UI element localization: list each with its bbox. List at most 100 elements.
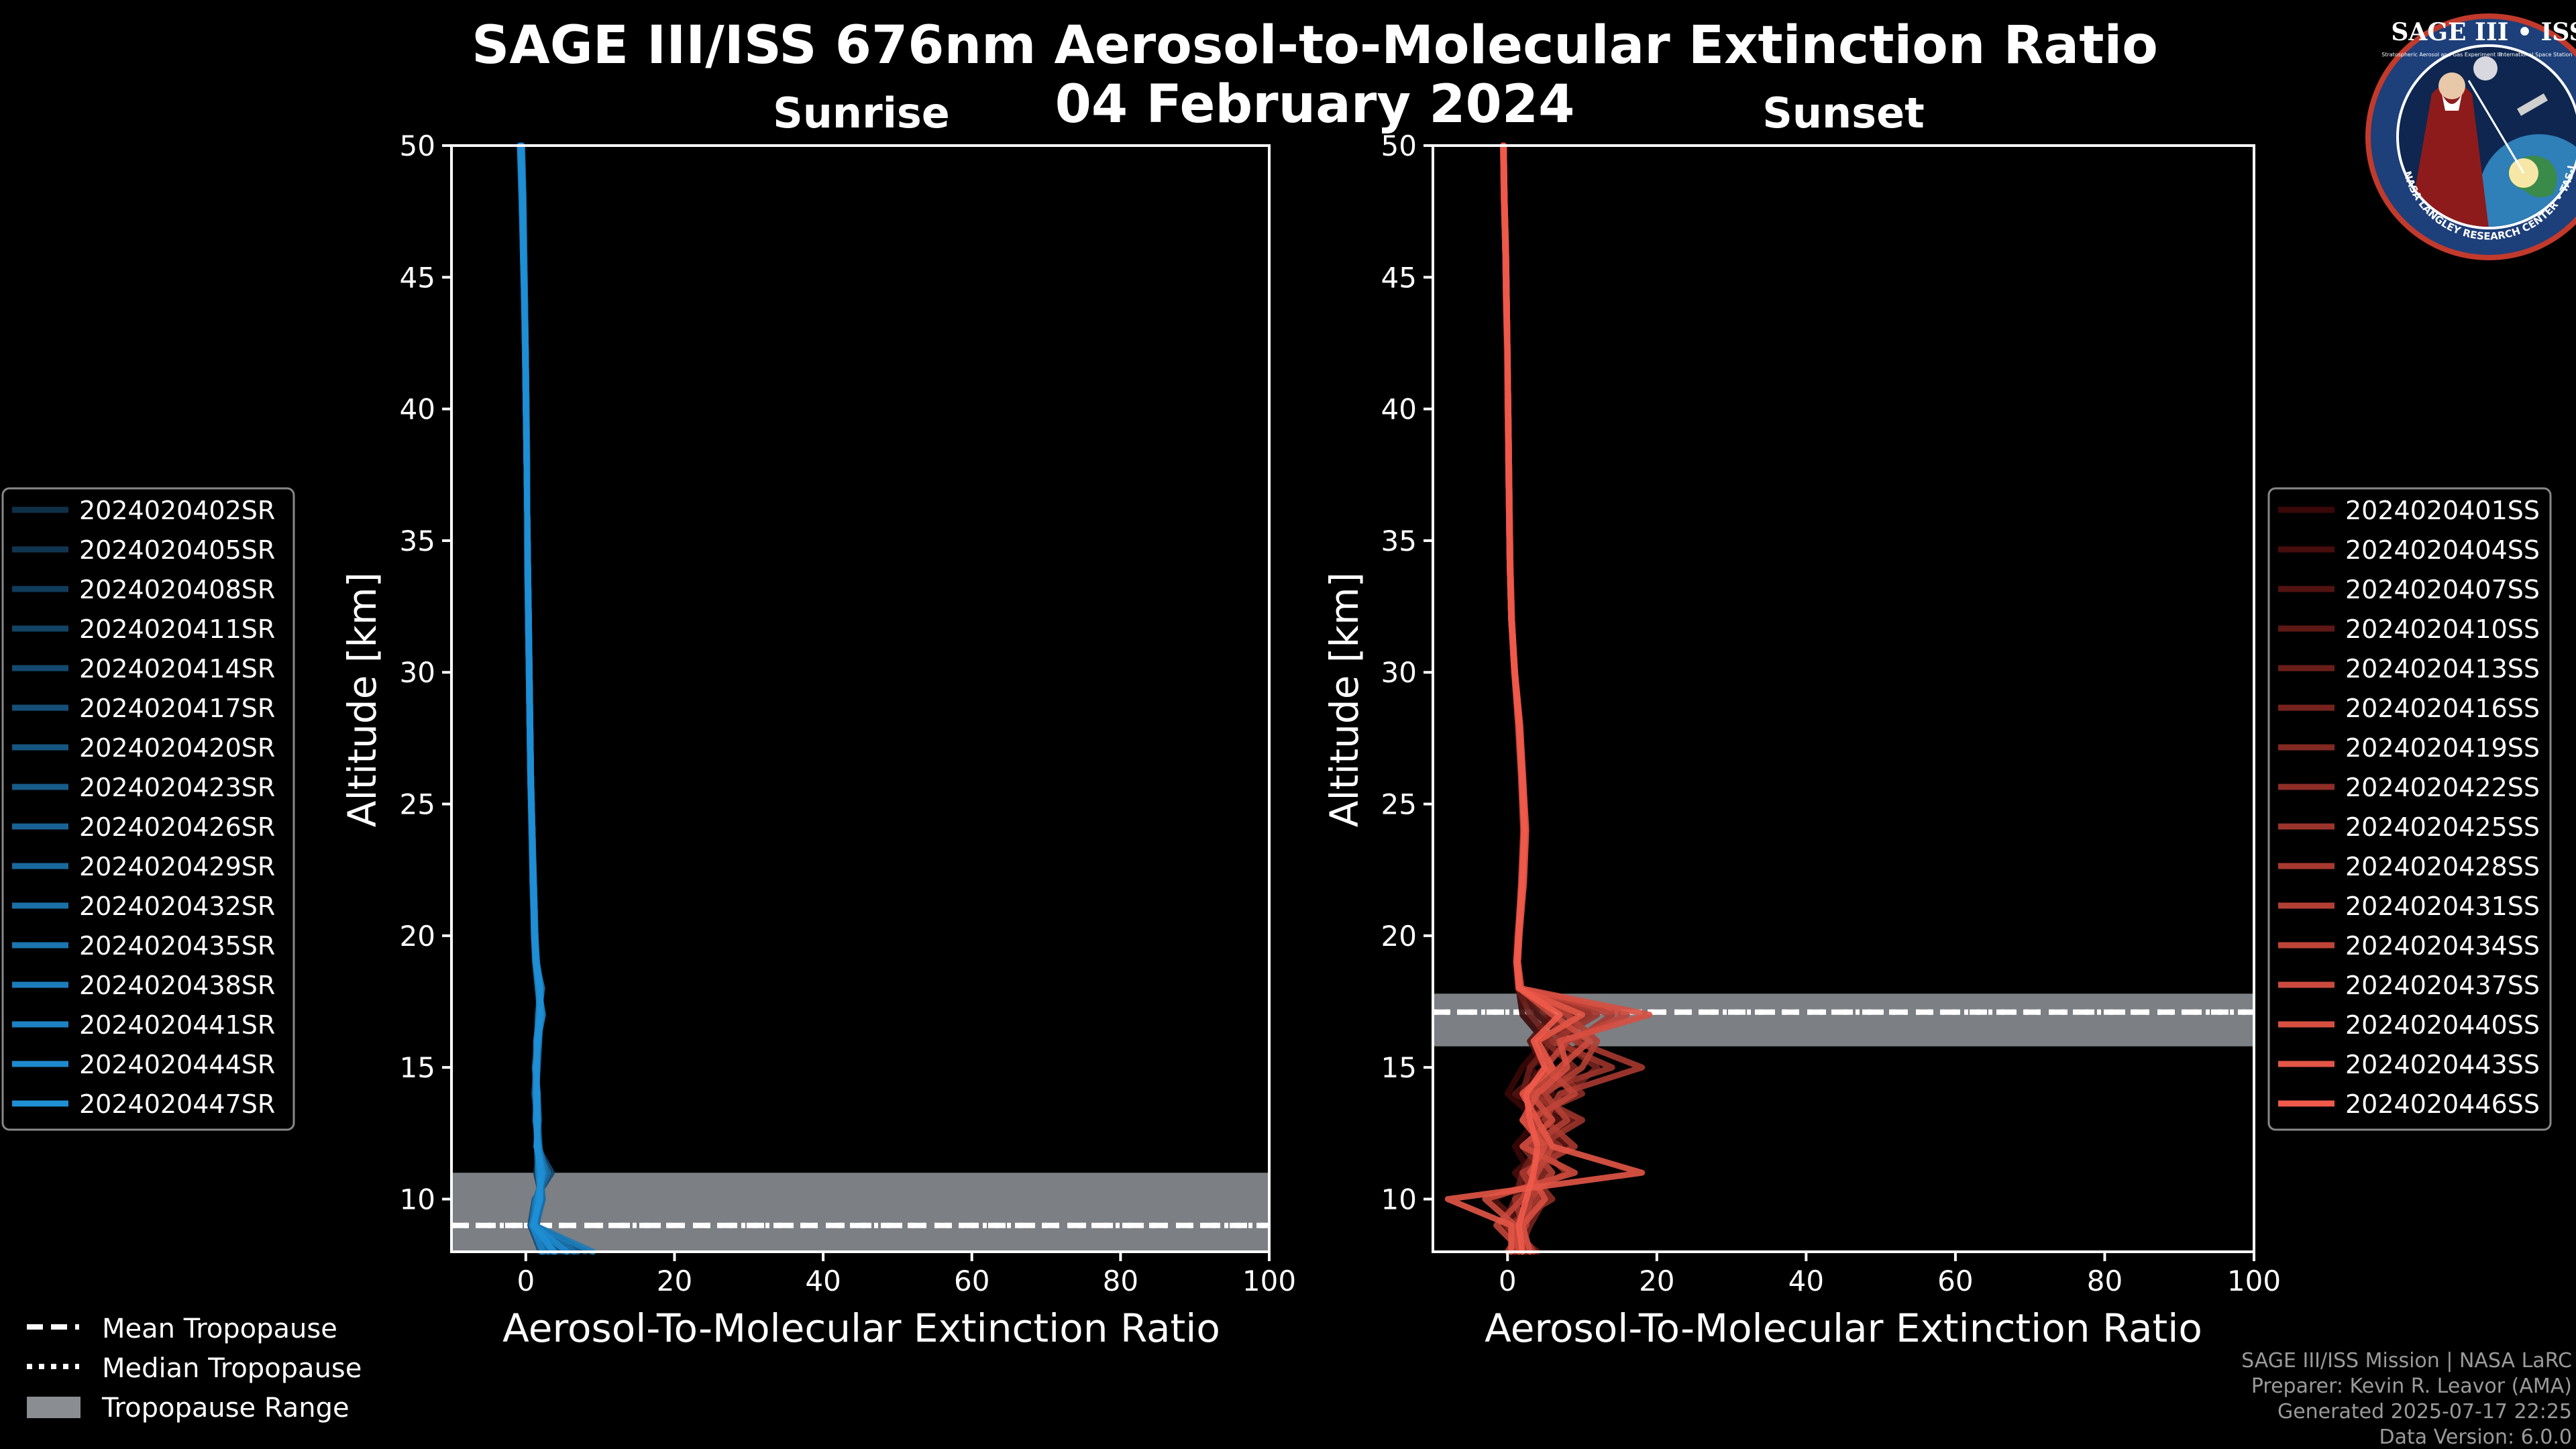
sunrise-y-tick-label: 20: [400, 920, 435, 953]
sunrise-legend-label: 2024020414SR: [79, 654, 275, 684]
sunrise-x-tick-label: 60: [954, 1265, 989, 1297]
sunrise-legend-label: 2024020429SR: [79, 852, 275, 881]
sunrise-series-2024020447SR: [518, 142, 557, 1255]
figure-date: 04 February 2024: [1055, 74, 1575, 135]
sunset-series-group: [1444, 142, 1653, 1255]
credit-line-4: Data Version: 6.0.0: [2379, 1426, 2572, 1449]
sunset-legend-label: 2024020425SS: [2345, 812, 2540, 842]
sunset-legend-label: 2024020422SS: [2345, 773, 2540, 802]
sunrise-x-axis-label: Aerosol-To-Molecular Extinction Ratio: [502, 1305, 1220, 1351]
credit-line-3: Generated 2025-07-17 22:25: [2277, 1400, 2572, 1424]
sunset-y-tick-label: 15: [1381, 1051, 1417, 1084]
sunrise-panel-title: Sunrise: [773, 89, 950, 138]
sunrise-legend-label: 2024020417SR: [79, 694, 275, 723]
sunset-legend-box: [2267, 487, 2552, 1131]
sunset-x-tick-label: 20: [1639, 1265, 1674, 1297]
sunset-legend-label: 2024020434SS: [2345, 931, 2540, 961]
logo-scientist-beard: [2442, 94, 2462, 111]
sunrise-y-tick-label: 50: [400, 129, 435, 162]
sunset-legend-label: 2024020431SS: [2345, 892, 2540, 921]
sunset-legend-label: 2024020410SS: [2345, 614, 2540, 644]
sunrise-legend-label: 2024020435SR: [79, 931, 275, 961]
sunrise-y-axis-label: Altitude [km]: [339, 572, 385, 827]
sunset-legend-label: 2024020413SS: [2345, 654, 2540, 684]
sunset-legend-label: 2024020416SS: [2345, 694, 2540, 723]
sunrise-legend-label: 2024020426SR: [79, 812, 275, 842]
sunrise-series-group: [517, 142, 596, 1255]
sunset-y-tick-label: 20: [1381, 920, 1417, 953]
sunrise-x-tick-label: 80: [1103, 1265, 1138, 1297]
sunset-legend-label: 2024020407SS: [2345, 575, 2540, 604]
logo-light-ray: [2467, 80, 2525, 174]
tropopause-range-legend-patch: [27, 1397, 80, 1418]
figure-title: SAGE III/ISS 676nm Aerosol-to-Molecular …: [472, 15, 2158, 76]
tropopause-legend: Mean Tropopause Median Tropopause Tropop…: [27, 1313, 362, 1424]
sunset-legend-label: 2024020437SS: [2345, 971, 2540, 1000]
credit-line-1: SAGE III/ISS Mission | NASA LaRC: [2241, 1349, 2572, 1373]
sunset-y-tick-label: 35: [1381, 525, 1417, 557]
sunrise-legend-label: 2024020444SR: [79, 1050, 275, 1079]
sunrise-legend-label: 2024020405SR: [79, 535, 275, 565]
logo-iss-station: [2517, 93, 2548, 116]
sunset-x-ticks: 0 20 40 60 80 100: [1499, 1252, 2281, 1297]
sunset-series-2024020446SS: [1501, 142, 1563, 1255]
sunrise-x-ticks: 0 20 40 60 80 100: [517, 1252, 1296, 1297]
sunrise-x-tick-label: 0: [517, 1265, 535, 1297]
logo-subtitle-left: Stratospheric Aerosol and Gas Experiment…: [2381, 52, 2502, 58]
sunrise-y-tick-label: 45: [400, 261, 435, 294]
sunset-y-tick-label: 10: [1381, 1183, 1417, 1216]
sunset-y-tick-label: 25: [1381, 788, 1417, 821]
sunset-legend-label: 2024020440SS: [2345, 1010, 2540, 1040]
sunrise-y-tick-label: 40: [400, 393, 435, 426]
sunset-panel-title: Sunset: [1762, 89, 1925, 138]
sunset-y-ticks: 10 15 20 25 30 35 40 45 50: [1381, 129, 1433, 1216]
sunrise-x-tick-label: 40: [805, 1265, 841, 1297]
sunset-legend-label: 2024020419SS: [2345, 733, 2540, 763]
sunrise-legend-label: 2024020420SR: [79, 733, 275, 763]
sunrise-legend-label: 2024020408SR: [79, 575, 275, 604]
sunset-legend-label: 2024020443SS: [2345, 1050, 2540, 1079]
sunset-legend-label: 2024020428SS: [2345, 852, 2540, 881]
sunrise-axes-frame: [450, 144, 1271, 1253]
sunrise-legend-label: 2024020432SR: [79, 892, 275, 921]
sunset-legend-label: 2024020404SS: [2345, 535, 2540, 565]
logo-scientist-head: [2438, 72, 2465, 99]
sunrise-x-tick-label: 20: [657, 1265, 692, 1297]
sunrise-legend-label: 2024020423SR: [79, 773, 275, 802]
sunset-legend: 2024020401SS 2024020404SS 2024020407SS 2024…: [2267, 487, 2552, 1131]
sunset-x-tick-label: 60: [1937, 1265, 1973, 1297]
sunset-y-tick-label: 40: [1381, 393, 1417, 426]
sunset-x-tick-label: 40: [1788, 1265, 1824, 1297]
sunrise-legend-box: [1, 487, 295, 1131]
sunset-x-tick-label: 0: [1499, 1265, 1517, 1297]
logo-scientist-robe: [2408, 82, 2489, 227]
sunrise-legend-label: 2024020402SR: [79, 496, 275, 525]
sunrise-y-tick-label: 10: [400, 1183, 435, 1216]
sunset-x-tick-label: 80: [2087, 1265, 2123, 1297]
logo-title: SAGE III • ISS: [2391, 18, 2576, 46]
sunset-axes-frame: [1432, 144, 2255, 1253]
sunrise-legend-label: 2024020447SR: [79, 1089, 275, 1119]
credit-line-2: Preparer: Kevin R. Leavor (AMA): [2251, 1375, 2572, 1398]
sunrise-y-tick-label: 30: [400, 656, 435, 689]
logo-subtitle-right: International Space Station: [2500, 52, 2573, 58]
sunset-y-tick-label: 45: [1381, 261, 1417, 294]
sunrise-legend: 2024020402SR 2024020405SR 2024020408SR 2024…: [1, 487, 295, 1131]
sunrise-y-tick-label: 35: [400, 525, 435, 557]
sunset-panel: Sunset 0 20 40 60 80 100 10 15 20 25 30 35 40 45 50 A…: [1322, 89, 2281, 1351]
sunrise-y-tick-label: 15: [400, 1051, 435, 1084]
sunset-x-tick-label: 100: [2227, 1265, 2281, 1297]
sunrise-legend-label: 2024020438SR: [79, 971, 275, 1000]
sunrise-x-tick-label: 100: [1242, 1265, 1296, 1297]
sunrise-legend-label: 2024020441SR: [79, 1010, 275, 1040]
sunrise-legend-label: 2024020411SR: [79, 614, 275, 644]
logo-moon: [2473, 56, 2498, 80]
mean-tropopause-legend-label: Mean Tropopause: [102, 1313, 337, 1344]
sunrise-panel: Sunrise 0 20 40 60 80 100 101520253035404550 …: [339, 89, 1296, 1351]
sunset-y-tick-label: 30: [1381, 656, 1417, 689]
sunset-y-axis-label: Altitude [km]: [1322, 572, 1367, 827]
sunset-y-tick-label: 50: [1381, 129, 1417, 162]
median-tropopause-legend-label: Median Tropopause: [102, 1353, 362, 1384]
